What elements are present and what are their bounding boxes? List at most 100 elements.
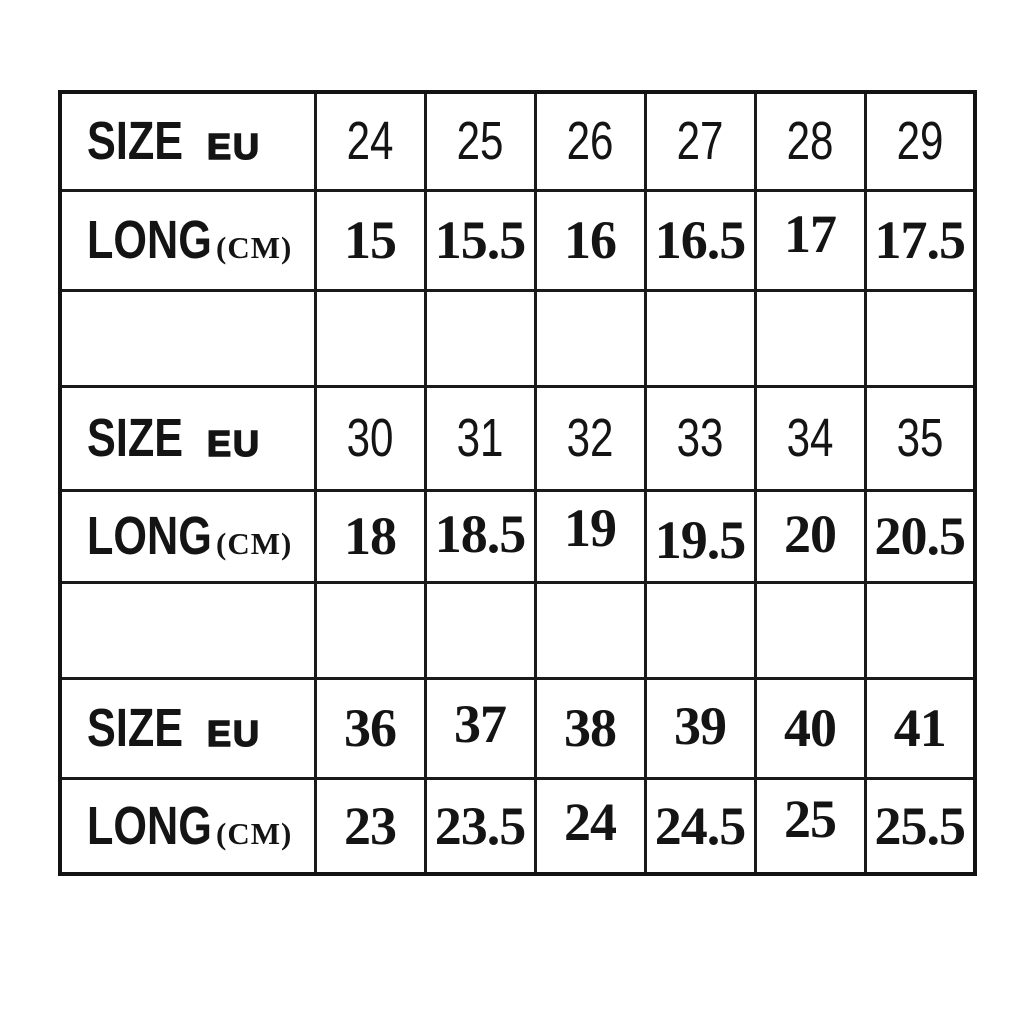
size-value: 33 (676, 408, 724, 468)
spacer-cell (423, 288, 537, 388)
length-label: LONG (87, 795, 212, 856)
length-value: 17.5 (874, 210, 966, 270)
size-value: 31 (456, 408, 504, 468)
length-value-cell: 25.5 (863, 776, 977, 876)
length-value-cell: 18.5 (423, 488, 537, 584)
length-value: 20 (784, 504, 837, 564)
size-value: 32 (566, 408, 614, 468)
size-label: SIZE (87, 698, 184, 758)
size-value: 41 (893, 698, 947, 758)
length-value-cell: 16.5 (643, 188, 757, 292)
spacer-cell (58, 288, 317, 388)
spacer-cell (58, 580, 317, 680)
size-value: 25 (456, 111, 504, 172)
size-value-cell: 33 (643, 384, 757, 492)
length-value-cell: 17.5 (863, 188, 977, 292)
size-value: 30 (346, 408, 394, 468)
length-row-2: LONG (CM) 18 18.5 19 19.5 20 20.5 (58, 488, 977, 584)
size-value-cell: 32 (533, 384, 647, 492)
length-value: 18 (344, 506, 397, 566)
length-value: 25.5 (874, 795, 966, 856)
spacer-cell (533, 288, 647, 388)
size-value: 35 (896, 408, 944, 468)
size-value-cell: 41 (863, 676, 977, 780)
size-value-cell: 37 (423, 676, 537, 780)
size-label: SIZE (87, 111, 184, 172)
size-value: 38 (564, 698, 617, 758)
length-value: 16.5 (654, 210, 746, 270)
size-value-cell: 34 (753, 384, 867, 492)
length-value: 24.5 (654, 795, 746, 856)
length-header-cell: LONG (CM) (58, 488, 317, 584)
spacer-cell (643, 580, 757, 680)
size-value-cell: 35 (863, 384, 977, 492)
length-value-cell: 23 (313, 776, 427, 876)
length-unit-label: (CM) (216, 526, 293, 561)
length-label: LONG (87, 506, 212, 566)
size-value: 39 (674, 696, 727, 756)
size-value-cell: 27 (643, 90, 757, 192)
length-value: 15 (344, 210, 397, 270)
size-header-cell: SIZE EU (58, 384, 317, 492)
size-chart-table: SIZE EU 24 25 26 27 28 29 LONG (CM) 15 15.… (58, 90, 977, 876)
length-value-cell: 20 (753, 488, 867, 584)
size-value: 37 (454, 694, 507, 754)
length-value: 18.5 (434, 504, 526, 564)
size-value: 34 (786, 408, 834, 468)
size-value-cell: 40 (753, 676, 867, 780)
size-value-cell: 38 (533, 676, 647, 780)
length-value-cell: 25 (753, 776, 867, 876)
size-value-cell: 29 (863, 90, 977, 192)
size-header-cell: SIZE EU (58, 676, 317, 780)
spacer-cell (313, 580, 427, 680)
size-header-cell: SIZE EU (58, 90, 317, 192)
length-value-cell: 20.5 (863, 488, 977, 584)
length-value-cell: 15 (313, 188, 427, 292)
spacer-cell (863, 288, 977, 388)
size-value-cell: 24 (313, 90, 427, 192)
length-value-cell: 16 (533, 188, 647, 292)
size-value-cell: 25 (423, 90, 537, 192)
length-value: 20.5 (874, 506, 966, 566)
spacer-cell (643, 288, 757, 388)
size-value: 27 (676, 111, 724, 172)
size-value: 40 (784, 698, 837, 758)
size-value-cell: 30 (313, 384, 427, 492)
length-value-cell: 19.5 (643, 488, 757, 584)
size-value: 29 (896, 111, 944, 172)
size-row-2: SIZE EU 30 31 32 33 34 35 (58, 384, 977, 492)
length-value-cell: 19 (533, 488, 647, 584)
spacer-cell (863, 580, 977, 680)
size-value-cell: 36 (313, 676, 427, 780)
length-row-1: LONG (CM) 15 15.5 16 16.5 17 17.5 (58, 188, 977, 292)
size-value: 28 (786, 111, 834, 172)
length-unit-label: (CM) (216, 815, 293, 851)
length-value: 23 (344, 795, 397, 856)
length-value: 15.5 (434, 210, 526, 270)
length-value: 23.5 (434, 795, 526, 856)
length-label: LONG (87, 210, 212, 270)
spacer-row (58, 580, 977, 680)
spacer-cell (753, 580, 867, 680)
size-value-cell: 28 (753, 90, 867, 192)
length-row-3: LONG (CM) 23 23.5 24 24.5 25 25.5 (58, 776, 977, 876)
size-label: SIZE (87, 408, 184, 468)
size-row-1: SIZE EU 24 25 26 27 28 29 (58, 90, 977, 192)
length-value-cell: 17 (753, 188, 867, 292)
length-value: 24 (564, 791, 617, 852)
size-value-cell: 26 (533, 90, 647, 192)
size-unit-label: EU (206, 712, 262, 755)
size-row-3: SIZE EU 36 37 38 39 40 41 (58, 676, 977, 780)
spacer-cell (423, 580, 537, 680)
size-unit-label: EU (206, 125, 262, 168)
length-value: 17 (784, 204, 837, 264)
size-unit-label: EU (206, 422, 262, 465)
spacer-cell (533, 580, 647, 680)
length-value-cell: 24 (533, 776, 647, 876)
length-value: 19 (564, 498, 617, 558)
length-value-cell: 23.5 (423, 776, 537, 876)
size-value-cell: 31 (423, 384, 537, 492)
length-value-cell: 18 (313, 488, 427, 584)
length-value-cell: 24.5 (643, 776, 757, 876)
